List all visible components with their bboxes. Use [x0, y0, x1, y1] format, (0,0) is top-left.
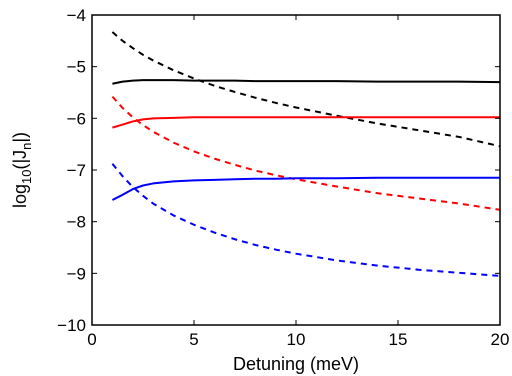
x-tick-label: 0	[87, 330, 96, 349]
y-tick-label: −4	[67, 6, 86, 25]
series-layer	[111, 31, 501, 277]
y-tick-label: −10	[57, 316, 86, 335]
y-tick-label: −6	[67, 109, 86, 128]
y-tick-label: −7	[67, 161, 86, 180]
series-line-1-dashed	[111, 31, 501, 148]
series-line-4-solid	[111, 176, 500, 201]
series-line-2-solid	[112, 116, 500, 129]
x-tick-label: 5	[189, 330, 198, 349]
series-line-0-solid	[112, 79, 501, 85]
y-axis-label: log10(|Jn|)	[10, 132, 34, 208]
y-tick-label: −5	[67, 58, 86, 77]
y-label-abs-close: |)	[10, 132, 30, 143]
x-tick-label: 10	[287, 330, 306, 349]
y-label-abs-open: (|J	[10, 150, 30, 170]
plot-frame	[91, 14, 501, 326]
ticks-layer: 0 5 10 15 20 −10 −9 −8 −7 −6 −5 −4	[57, 6, 509, 349]
x-tick-label: 20	[491, 330, 510, 349]
y-label-log: log	[10, 184, 30, 208]
y-tick-label: −8	[67, 213, 86, 232]
series-line-5-dashed	[111, 163, 501, 277]
x-axis-label: Detuning (meV)	[233, 354, 359, 374]
y-tick-label: −9	[67, 264, 86, 283]
y-label-sub-n: n	[19, 143, 34, 150]
y-label-sub-10: 10	[19, 170, 34, 184]
series-line-3-dashed	[111, 95, 501, 211]
x-tick-label: 15	[389, 330, 408, 349]
